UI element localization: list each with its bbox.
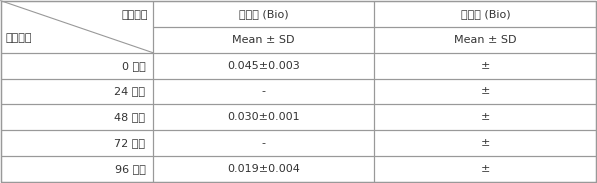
Text: Mean ± SD: Mean ± SD	[232, 35, 295, 45]
Text: 0.030±0.001: 0.030±0.001	[227, 112, 300, 122]
Text: 96 시간: 96 시간	[115, 164, 146, 174]
Bar	[374, 156, 596, 182]
Text: -: -	[261, 87, 266, 96]
Bar	[153, 130, 374, 156]
Text: ±: ±	[481, 138, 490, 148]
Bar	[1, 104, 153, 130]
Text: 유수식 (Bio): 유수식 (Bio)	[460, 9, 510, 19]
Bar	[374, 104, 596, 130]
Text: 0 시간: 0 시간	[122, 61, 146, 71]
Bar	[374, 53, 596, 79]
Text: ±: ±	[481, 112, 490, 122]
Bar	[153, 53, 374, 79]
Text: Mean ± SD: Mean ± SD	[454, 35, 516, 45]
Text: 시험항목: 시험항목	[121, 10, 148, 20]
Bar	[153, 156, 374, 182]
Bar	[374, 130, 596, 156]
Bar	[153, 79, 374, 104]
Text: ±: ±	[481, 61, 490, 71]
Bar	[153, 104, 374, 130]
Bar	[153, 27, 374, 53]
Bar	[1, 79, 153, 104]
Bar	[1, 130, 153, 156]
Text: 72 시간: 72 시간	[115, 138, 146, 148]
Text: 0.019±0.004: 0.019±0.004	[227, 164, 300, 174]
Text: 경과시간: 경과시간	[5, 33, 32, 44]
Bar	[153, 1, 374, 27]
Bar	[374, 79, 596, 104]
Text: -: -	[261, 138, 266, 148]
Text: 지수식 (Bio): 지수식 (Bio)	[239, 9, 288, 19]
Text: 24 시간: 24 시간	[115, 87, 146, 96]
Bar	[374, 1, 596, 27]
Bar	[1, 53, 153, 79]
Bar	[374, 27, 596, 53]
Text: 48 시간: 48 시간	[115, 112, 146, 122]
Text: ±: ±	[481, 87, 490, 96]
Text: 0.045±0.003: 0.045±0.003	[227, 61, 300, 71]
Text: ±: ±	[481, 164, 490, 174]
Bar	[1, 1, 153, 53]
Bar	[1, 156, 153, 182]
